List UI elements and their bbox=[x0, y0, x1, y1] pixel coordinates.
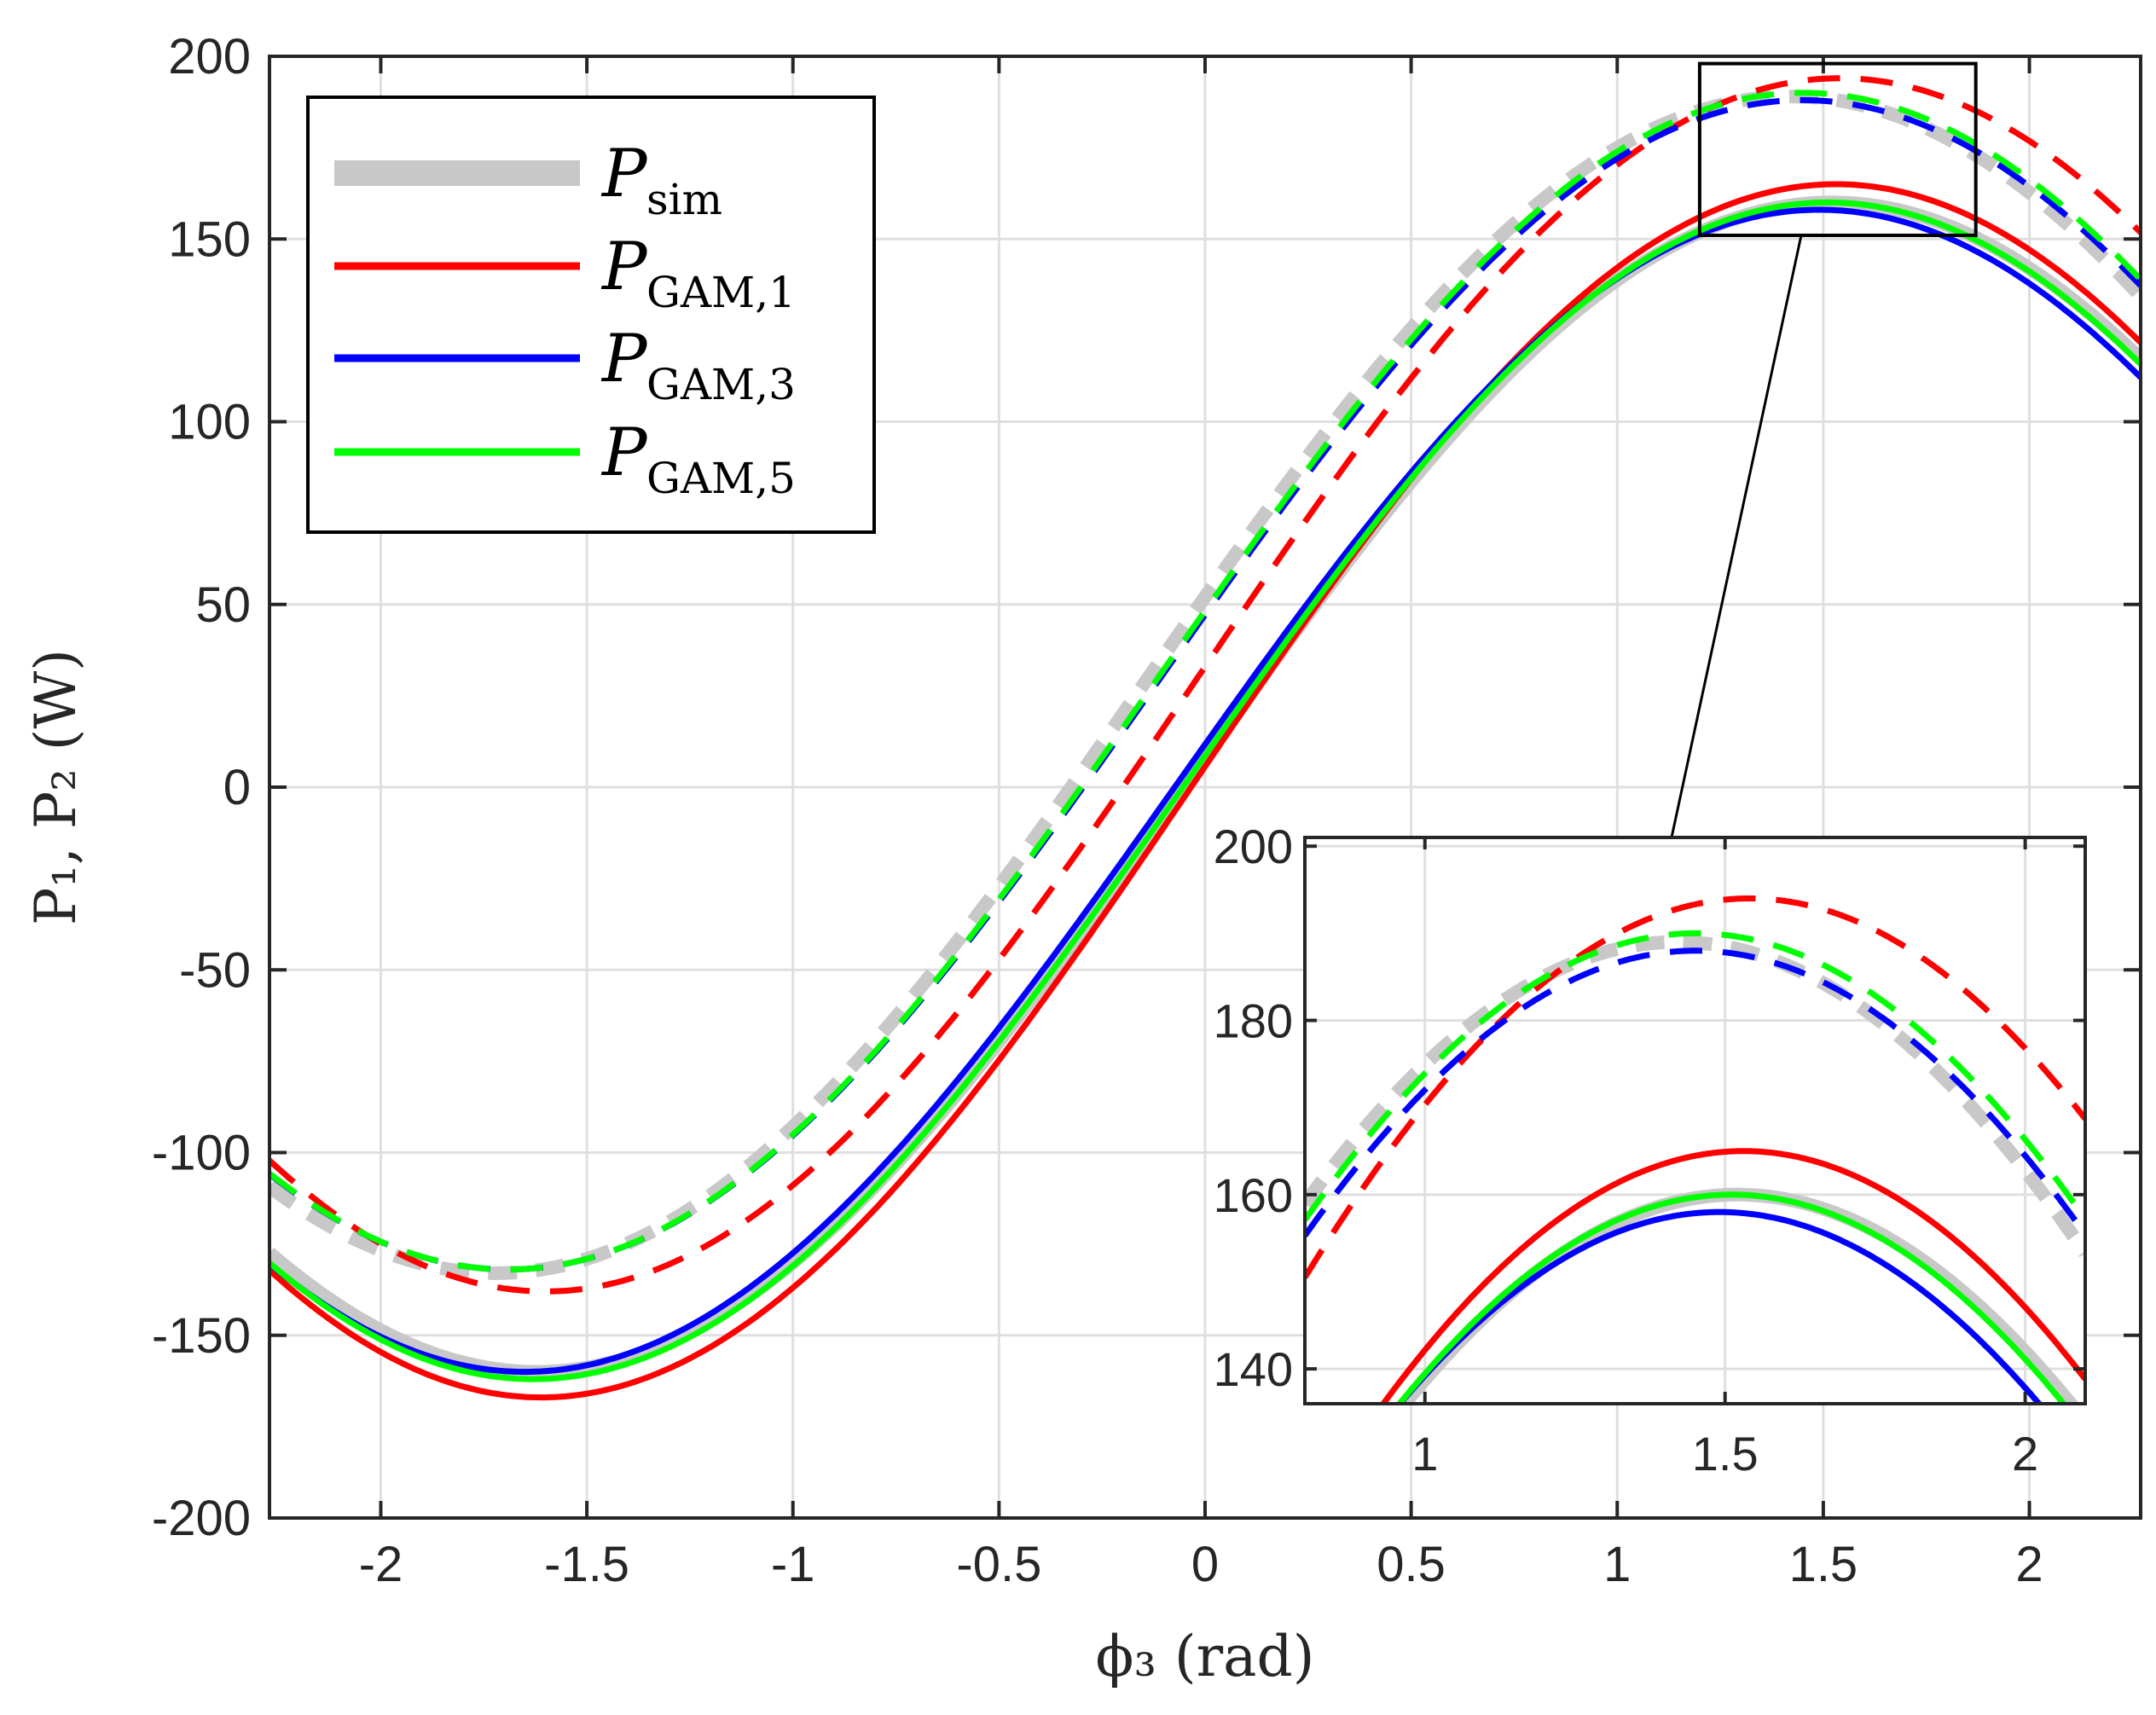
y-axis-label: P₁, P₂ (W) bbox=[23, 649, 89, 925]
series-line-3 bbox=[270, 75, 2141, 1295]
y-tick-label: 50 bbox=[195, 577, 251, 633]
x-tick-label: 2 bbox=[2015, 1537, 2043, 1592]
x-tick-label: -1.5 bbox=[544, 1537, 629, 1592]
inset-ticks bbox=[1305, 837, 2085, 1404]
x-tick-label: 0.5 bbox=[1376, 1537, 1446, 1592]
x-tick-label: -1 bbox=[771, 1537, 815, 1592]
x-tick-labels: -2 -1.5 -1 -0.5 0 0.5 1 1.5 2 bbox=[359, 1537, 2043, 1592]
main-ticks bbox=[270, 55, 2141, 1520]
series-line-3 bbox=[1305, 895, 2085, 1279]
series-line-1 bbox=[270, 90, 2141, 1280]
legend-label: P bbox=[600, 321, 648, 397]
inset-x-tick-label: 2 bbox=[2012, 1427, 2038, 1480]
legend-label-subscript: sim bbox=[646, 175, 722, 224]
inset-y-tick-label: 160 bbox=[1214, 1168, 1293, 1222]
legend-label: P bbox=[600, 136, 648, 212]
y-tick-labels: -200 -150 -100 -50 0 50 100 150 200 bbox=[152, 29, 251, 1546]
series-line-6 bbox=[270, 199, 2141, 1382]
legend-label-subscript: GAM,1 bbox=[646, 268, 796, 317]
x-tick-label: 0 bbox=[1191, 1537, 1219, 1592]
legend-label: P bbox=[600, 229, 648, 305]
inset-y-tick-label: 140 bbox=[1214, 1342, 1293, 1396]
inset-y-tick-label: 180 bbox=[1214, 994, 1293, 1048]
x-tick-label: -2 bbox=[359, 1537, 403, 1592]
series-line-7 bbox=[1305, 930, 2085, 1222]
inset-x-tick-label: 1.5 bbox=[1692, 1427, 1759, 1480]
series-line-2 bbox=[270, 181, 2141, 1401]
x-tick-label: 1 bbox=[1603, 1537, 1631, 1592]
y-tick-label: 150 bbox=[168, 211, 251, 267]
series-line-7 bbox=[270, 90, 2141, 1273]
y-tick-label: -150 bbox=[152, 1308, 251, 1364]
y-tick-label: 100 bbox=[168, 395, 251, 450]
x-tick-label: 1.5 bbox=[1789, 1537, 1858, 1592]
legend-label-subscript: GAM,3 bbox=[646, 360, 796, 409]
inset-x-tick-label: 1 bbox=[1411, 1427, 1438, 1480]
x-tick-label: -0.5 bbox=[956, 1537, 1041, 1592]
y-tick-label: -50 bbox=[179, 942, 251, 998]
inset-frame bbox=[1303, 836, 2087, 1405]
y-tick-label: -100 bbox=[152, 1126, 251, 1181]
main-curves bbox=[270, 75, 2141, 1401]
series-line-6 bbox=[1395, 1191, 2068, 1404]
inset-y-tick-label: 200 bbox=[1214, 820, 1293, 873]
inset-x-tick-labels: 1 1.5 2 bbox=[1411, 1427, 2038, 1480]
y-tick-label: 0 bbox=[223, 760, 251, 815]
series-line-5 bbox=[1305, 947, 2085, 1237]
legend-label: P bbox=[600, 414, 648, 491]
legend-label-subscript: GAM,5 bbox=[646, 454, 796, 503]
zoom-region-box bbox=[1697, 61, 1978, 237]
y-tick-label: 200 bbox=[168, 29, 251, 84]
series-line-4 bbox=[270, 206, 2141, 1376]
zoom-connector-line bbox=[1670, 235, 1803, 838]
inset-plot-area bbox=[1305, 837, 2085, 1404]
series-line-2 bbox=[1379, 1148, 2085, 1404]
x-axis-label: ϕ₃ (rad) bbox=[1095, 1624, 1314, 1689]
series-line-1 bbox=[1305, 935, 2085, 1258]
y-tick-label: -200 bbox=[152, 1491, 251, 1546]
inset-y-tick-labels: 140 160 180 200 bbox=[1214, 820, 1293, 1396]
inset-curves bbox=[1305, 895, 2085, 1404]
